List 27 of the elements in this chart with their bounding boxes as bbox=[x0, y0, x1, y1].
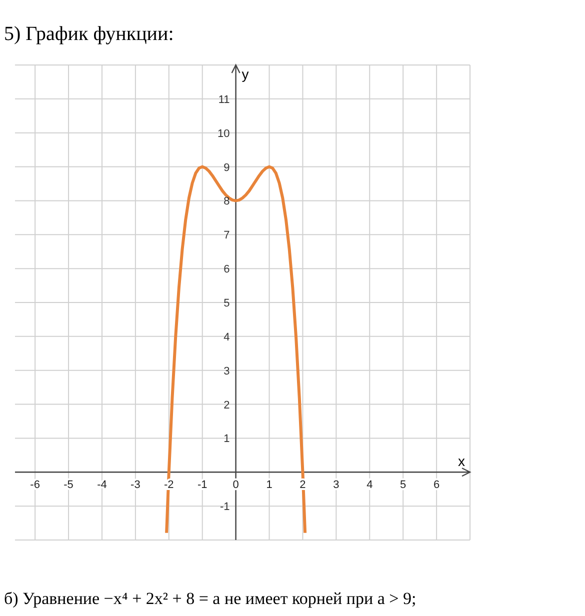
x-tick-label: -6 bbox=[30, 479, 40, 492]
y-tick-label: -1 bbox=[220, 501, 230, 514]
y-tick-label: 4 bbox=[224, 331, 230, 344]
text: б) Уравнение −x⁴ + 2x² + 8 = a не имеет корней при a > 9; bbox=[4, 589, 416, 608]
y-tick-label: 11 bbox=[218, 94, 230, 106]
x-tick-label: 1 bbox=[266, 479, 272, 492]
y-tick-label: 8 bbox=[224, 196, 230, 208]
y-tick-label: 1 bbox=[224, 433, 230, 446]
x-tick-label: 3 bbox=[333, 479, 340, 492]
x-tick-label: -4 bbox=[97, 479, 107, 492]
x-axis-title: x bbox=[458, 453, 465, 470]
y-tick-label: 7 bbox=[224, 230, 230, 242]
x-tick-label: -3 bbox=[130, 479, 140, 492]
chart-title: 5) График функции: bbox=[4, 23, 174, 45]
y-axis-title: y bbox=[242, 66, 249, 82]
x-tick-label: -1 bbox=[197, 479, 208, 492]
y-tick-label: 3 bbox=[224, 365, 230, 378]
y-tick-label: 6 bbox=[224, 264, 230, 276]
line-series bbox=[165, 165, 307, 534]
y-tick-label: 10 bbox=[218, 128, 230, 140]
y-tick-label: 5 bbox=[224, 298, 230, 310]
x-tick-label: 5 bbox=[400, 479, 406, 492]
y-tick-label: 2 bbox=[224, 399, 230, 412]
x-tick-label: 4 bbox=[366, 479, 373, 492]
y-tick-label: 9 bbox=[224, 162, 230, 174]
x-tick-label: 6 bbox=[433, 479, 440, 492]
x-tick-label: -5 bbox=[64, 479, 74, 492]
